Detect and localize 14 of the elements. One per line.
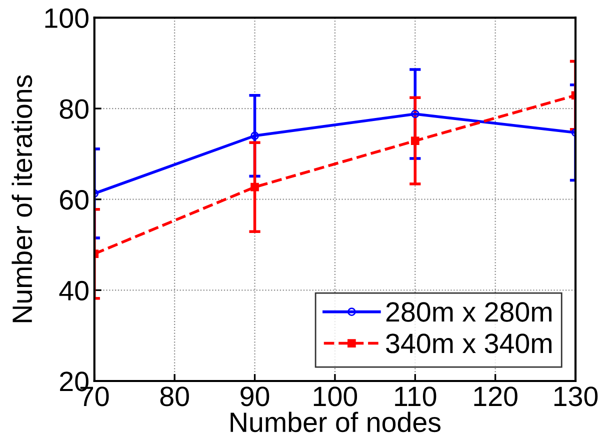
x-axis-title: Number of nodes <box>230 412 440 432</box>
y-tick-label: 40 <box>59 280 88 301</box>
x-tick-label: 100 <box>314 386 358 406</box>
x-tick-label: 80 <box>160 386 189 406</box>
y-tick-label: 100 <box>45 8 88 28</box>
y-tick-label: 60 <box>60 190 88 210</box>
legend-label: 280m x 280m <box>386 302 552 322</box>
x-tick-label: 120 <box>474 386 518 406</box>
x-tick-label: 90 <box>240 386 270 406</box>
y-tick-label: 80 <box>60 99 88 119</box>
legend-label: 340m x 340m <box>386 334 552 354</box>
x-tick-label: 110 <box>395 386 436 406</box>
x-tick-label: 130 <box>554 386 598 406</box>
y-axis-title: Number of iterations <box>12 75 32 322</box>
